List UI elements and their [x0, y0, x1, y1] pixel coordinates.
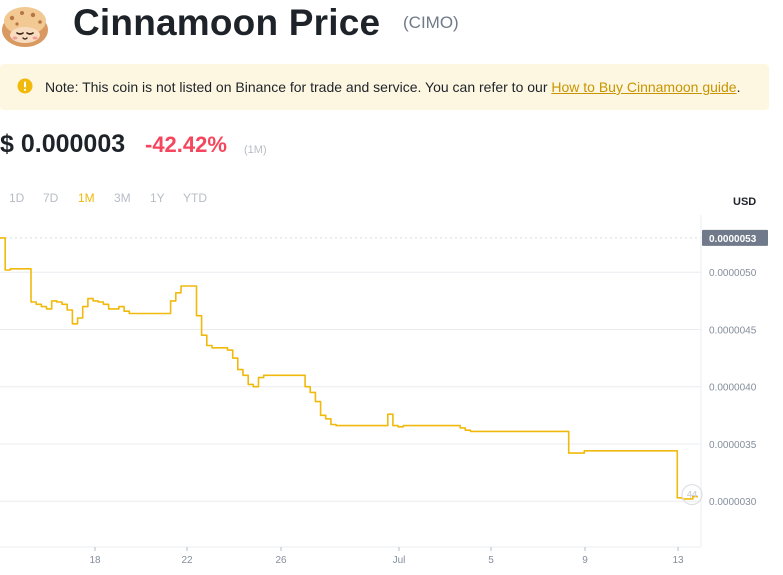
range-tab-3m[interactable]: 3M	[114, 191, 131, 205]
x-tick-label: 9	[582, 555, 588, 566]
change-period: (1M)	[244, 144, 267, 156]
current-price-badge	[702, 229, 768, 246]
current-price-badge-label: 0.0000053	[709, 234, 757, 245]
info-warning-icon	[17, 78, 33, 94]
range-tab-1m[interactable]: 1M	[78, 191, 95, 205]
y-tick-label: 0.0000050	[709, 268, 757, 279]
x-tick-label: 5	[488, 555, 494, 566]
coin-symbol: (CIMO)	[403, 13, 459, 32]
y-tick-label: 0.0000030	[709, 497, 757, 508]
y-tick-label: 0.0000045	[709, 325, 757, 336]
range-tab-1d[interactable]: 1D	[9, 191, 25, 205]
how-to-buy-guide-link[interactable]: How to Buy Cinnamoon guide	[551, 79, 737, 95]
range-tab-ytd[interactable]: YTD	[183, 191, 207, 205]
y-tick-label: 0.0000040	[709, 383, 757, 394]
notice-suffix: .	[736, 79, 741, 95]
price-chart[interactable]: 0.0000030 0.0000035 0.0000040 0.0000045 0.00…	[0, 215, 783, 575]
page-header: Cinnamoon Price (CIMO)	[0, 0, 783, 56]
range-tab-1y[interactable]: 1Y	[150, 191, 165, 205]
x-tick-label: 26	[275, 555, 287, 566]
notice-message: Note: This coin is not listed on Binance…	[45, 79, 552, 95]
x-tick-label: Jul	[393, 555, 406, 566]
watermark-icon	[681, 483, 703, 506]
notice-text: Note: This coin is not listed on Binance…	[45, 79, 741, 95]
currency-label: USD	[733, 196, 757, 208]
page-title: Cinnamoon Price	[73, 2, 381, 43]
y-tick-label: 0.0000035	[709, 440, 757, 451]
watermark-label: 44	[687, 490, 697, 500]
current-price: $ 0.000003	[0, 130, 126, 158]
range-tab-7d[interactable]: 7D	[43, 191, 59, 205]
notice-banner: Note: This coin is not listed on Binance…	[0, 64, 769, 110]
price-change-percent: -42.42%	[145, 132, 227, 157]
price-series-line	[0, 237, 698, 500]
x-tick-label: 18	[89, 555, 101, 566]
cinnamoon-logo-icon	[2, 7, 48, 47]
x-tick-label: 13	[672, 555, 684, 566]
x-tick-label: 22	[181, 555, 193, 566]
